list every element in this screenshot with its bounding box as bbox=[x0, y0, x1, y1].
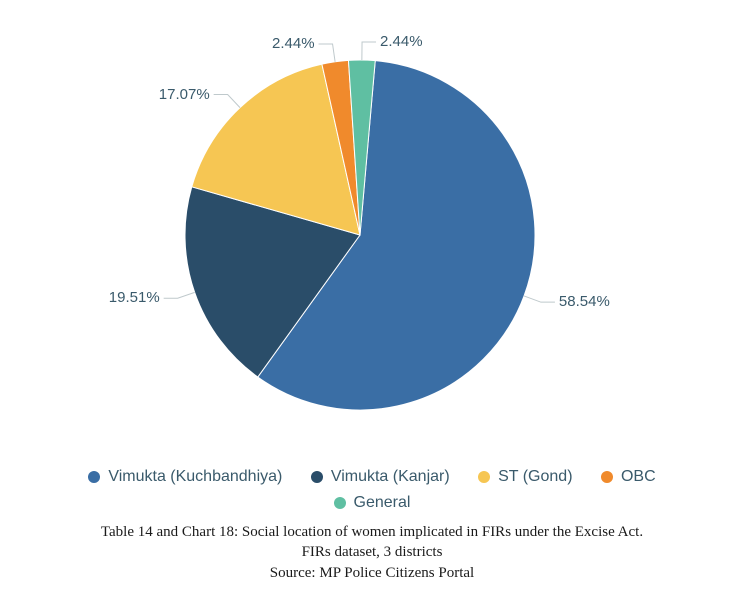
legend-swatch-2 bbox=[478, 471, 490, 483]
legend-label-0: Vimukta (Kuchbandhiya) bbox=[108, 468, 282, 486]
legend-item-1: Vimukta (Kanjar) bbox=[311, 468, 450, 486]
legend-swatch-0 bbox=[88, 471, 100, 483]
legend-swatch-4 bbox=[334, 497, 346, 509]
legend-item-2: ST (Gond) bbox=[478, 468, 572, 486]
legend-label-4: General bbox=[354, 494, 411, 512]
legend: Vimukta (Kuchbandhiya) Vimukta (Kanjar) … bbox=[0, 460, 744, 516]
slice-label-0: 58.54% bbox=[559, 293, 610, 310]
legend-item-3: OBC bbox=[601, 468, 656, 486]
slice-label-4: 2.44% bbox=[380, 33, 423, 50]
legend-swatch-1 bbox=[311, 471, 323, 483]
pie-chart bbox=[185, 60, 535, 410]
legend-swatch-3 bbox=[601, 471, 613, 483]
legend-item-0: Vimukta (Kuchbandhiya) bbox=[88, 468, 282, 486]
legend-label-1: Vimukta (Kanjar) bbox=[331, 468, 450, 486]
slice-label-1: 19.51% bbox=[109, 289, 160, 306]
caption-line-3: Source: MP Police Citizens Portal bbox=[0, 563, 744, 583]
slice-label-2: 17.07% bbox=[159, 86, 210, 103]
chart-caption: Table 14 and Chart 18: Social location o… bbox=[0, 522, 744, 583]
legend-label-3: OBC bbox=[621, 468, 656, 486]
legend-item-4: General bbox=[334, 494, 411, 512]
legend-label-2: ST (Gond) bbox=[498, 468, 572, 486]
pie-chart-area: 58.54% 19.51% 17.07% 2.44% 2.44% bbox=[0, 0, 744, 460]
slice-label-3: 2.44% bbox=[272, 35, 315, 52]
caption-line-2: FIRs dataset, 3 districts bbox=[0, 542, 744, 562]
caption-line-1: Table 14 and Chart 18: Social location o… bbox=[0, 522, 744, 542]
